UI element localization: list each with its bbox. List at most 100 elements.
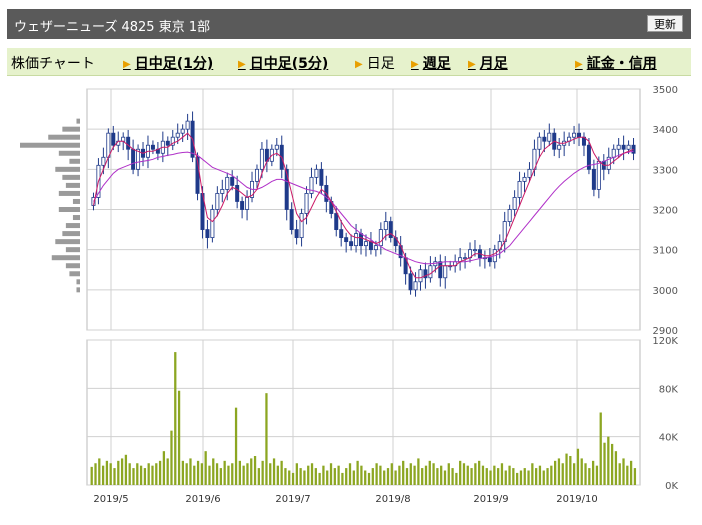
volume-bar xyxy=(98,458,101,485)
candle-body xyxy=(611,148,616,158)
volume-profile-bar xyxy=(58,150,80,156)
volume-bar xyxy=(447,463,450,485)
volume-bar xyxy=(569,456,572,485)
candle-body xyxy=(349,241,354,247)
volume-bar xyxy=(443,470,447,485)
candle-body xyxy=(378,229,383,247)
volume-bar xyxy=(417,458,420,485)
menu-intraday-1min[interactable]: ▶ 日中足(1分) xyxy=(123,56,214,72)
volume-bar xyxy=(204,451,207,485)
arrow-icon: ▶ xyxy=(575,59,583,70)
refresh-button[interactable]: 更新 xyxy=(647,15,683,32)
arrow-icon: ▶ xyxy=(355,59,363,70)
volume-bar xyxy=(485,468,488,485)
price-tick-label: 3500 xyxy=(653,85,678,96)
volume-bar xyxy=(215,463,219,485)
arrow-icon: ▶ xyxy=(468,59,476,70)
volume-bar xyxy=(120,458,124,485)
volume-bar xyxy=(246,463,249,485)
chart-menu-bar: 株価チャート ▶ 日中足(1分) ▶ 日中足(5分) ▶ 日足 ▶ 週足 ▶ 月足 ▶ 証金… xyxy=(7,48,691,76)
volume-bar xyxy=(622,458,625,485)
candle-body xyxy=(368,241,373,251)
menu-weekly[interactable]: ▶ 週足 xyxy=(411,56,451,72)
candle-body xyxy=(512,197,517,210)
volume-bar xyxy=(341,472,344,485)
volume-bar xyxy=(166,458,169,485)
menu-daily: ▶ 日足 xyxy=(355,56,395,72)
volume-bar xyxy=(227,465,230,485)
volume-bar xyxy=(607,436,610,485)
volume-profile-bar xyxy=(76,279,80,285)
volume-profile-bar xyxy=(72,198,80,204)
volume-bar xyxy=(90,466,93,485)
volume-bar xyxy=(284,468,287,485)
volume-bar xyxy=(333,468,336,485)
volume-bar xyxy=(193,465,196,485)
volume-bar xyxy=(421,468,424,485)
menu-intraday-5min[interactable]: ▶ 日中足(5分) xyxy=(238,56,329,72)
candle-body xyxy=(443,265,448,279)
volume-profile-bar xyxy=(76,118,80,124)
volume-bar xyxy=(155,463,158,485)
candle-body xyxy=(304,193,309,214)
volume-profile-bar xyxy=(65,182,80,188)
volume-bar xyxy=(599,412,602,485)
price-tick-label: 2900 xyxy=(653,326,678,337)
volume-bar xyxy=(276,465,279,485)
volume-bar xyxy=(440,465,443,485)
volume-bar xyxy=(174,352,177,485)
candle-body xyxy=(121,136,126,142)
volume-bar xyxy=(250,458,253,485)
volume-bar xyxy=(348,463,352,485)
volume-bar xyxy=(610,443,614,485)
volume-bar xyxy=(337,465,340,485)
candle-body xyxy=(136,148,141,170)
candle-body xyxy=(101,156,106,166)
candle-body xyxy=(616,144,621,150)
volume-bar xyxy=(633,468,637,485)
candle-body xyxy=(220,189,225,194)
volume-bar xyxy=(455,472,458,485)
volume-bar xyxy=(117,460,120,485)
volume-bar xyxy=(557,458,561,485)
volume-bar xyxy=(554,460,557,485)
menu-margin[interactable]: ▶ 証金・信用 xyxy=(575,56,657,72)
candle-body xyxy=(527,168,532,178)
volume-bar xyxy=(299,468,302,485)
volume-bar xyxy=(481,465,485,485)
volume-bar xyxy=(288,470,291,485)
volume-profile-bar xyxy=(65,263,80,269)
menu-monthly[interactable]: ▶ 月足 xyxy=(468,56,508,72)
x-tick-label: 2019/9 xyxy=(473,494,508,505)
ma-short-line xyxy=(93,132,634,279)
volume-bar xyxy=(451,468,454,485)
volume-bar xyxy=(257,468,260,485)
volume-bar xyxy=(626,465,629,485)
volume-profile-bar xyxy=(65,247,80,253)
volume-bar xyxy=(101,465,105,485)
volume-bar xyxy=(326,470,329,485)
volume-bar xyxy=(360,465,363,485)
volume-bar xyxy=(405,468,409,485)
candle-body xyxy=(339,229,344,239)
volume-plot-frame xyxy=(86,339,641,486)
candle-body xyxy=(596,160,601,190)
volume-bar xyxy=(493,465,496,485)
x-tick-label: 2019/10 xyxy=(556,494,598,505)
volume-bar xyxy=(402,460,405,485)
volume-bar xyxy=(375,463,378,485)
volume-bar xyxy=(181,460,185,485)
volume-bar xyxy=(147,463,150,485)
candle-body xyxy=(180,128,185,134)
volume-bar xyxy=(390,463,393,485)
volume-bar xyxy=(307,465,310,485)
volume-bar xyxy=(269,463,272,485)
volume-bar xyxy=(261,460,264,485)
volume-bar xyxy=(500,463,504,485)
volume-bar xyxy=(576,448,580,485)
volume-bar xyxy=(295,463,298,485)
volume-bar xyxy=(291,472,295,485)
volume-bar xyxy=(364,470,367,485)
volume-bar xyxy=(212,458,215,485)
